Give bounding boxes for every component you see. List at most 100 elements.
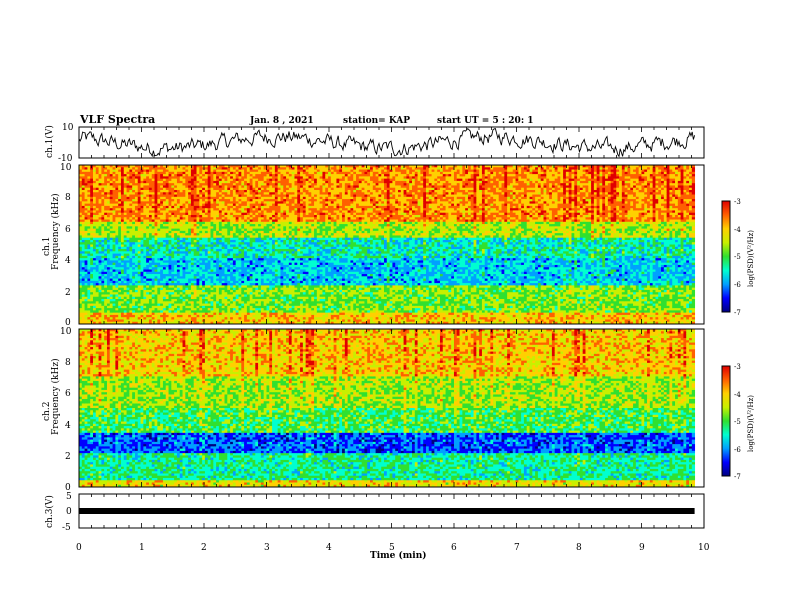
spec1-cell [93,229,96,232]
spec1-cell [160,281,163,284]
spec1-cell [93,235,96,238]
spec1-cell [124,256,127,259]
spec1-cell [152,179,155,182]
spec1-cell [132,258,135,261]
spec1-cell [135,208,138,211]
spec1-cell [87,258,90,261]
spec1-cell [138,301,141,304]
spec1-cell [110,304,113,307]
spec1-cell [115,263,118,266]
spec1-cell [143,238,146,241]
spec1-cell [127,306,130,309]
spec1-cell [115,201,118,204]
spec1-cell [124,274,127,277]
spec1-cell [132,240,135,243]
spec1-cell [107,188,110,191]
spec1-cell [93,256,96,259]
spec1-cell [163,251,166,254]
spec1-cell [141,263,144,266]
spec1-cell [101,247,104,250]
spec1-cell [129,231,132,234]
spec1-cell [82,245,85,248]
spec1-cell [96,260,99,263]
spec1-cell [146,258,149,261]
spec1-cell [113,276,116,279]
spec1-cell [132,276,135,279]
spec1-cell [113,190,116,193]
figure-title: VLF Spectra [79,113,155,126]
spec1-cell [157,258,160,261]
spec1-cell [138,215,141,218]
spec1-cell [143,276,146,279]
spec1-cell [152,315,155,318]
spec1-cell [163,292,166,295]
spec1-cell [104,267,107,270]
spec1-cell [110,167,113,170]
spec1-cell [121,215,124,218]
spec1-cell [110,258,113,261]
spec1-cell [157,235,160,238]
spec1-cell [99,297,102,300]
spec1-cell [110,249,113,252]
spec1-cell [124,281,127,284]
spec1-cell [160,170,163,173]
spec1-cell [87,319,90,322]
spec1-cell [93,260,96,263]
spec1-cell [90,317,93,320]
spec1-cell [146,283,149,286]
spec1-cell [129,279,132,282]
spec1-cell [101,179,104,182]
spec1-cell [118,290,121,293]
spec1-cell [96,222,99,225]
spec1-cell [99,288,102,291]
spec1-cell [93,210,96,213]
spec1-cell [129,272,132,275]
spec1-cell [132,229,135,232]
spec1-cell [132,317,135,320]
spec1-cell [96,226,99,229]
spec1-cell [135,217,138,220]
spec1-cell [160,290,163,293]
spec1-cell [124,208,127,211]
spec1-cell [124,258,127,261]
spec1-cell [138,213,141,216]
spec1-cell [101,208,104,211]
spec1-cell [87,213,90,216]
spec1-cell [99,195,102,198]
spec1-cell [160,254,163,257]
spec1-cell [93,238,96,241]
spec1-cell [115,283,118,286]
spec1-cell [85,176,88,179]
spec1-cell [90,224,93,227]
spec1-cell [96,251,99,254]
spec1-cell [143,185,146,188]
spec1-cell [99,179,102,182]
spec1-cell [104,206,107,209]
spec1-cell [127,215,130,218]
spec1-cell [87,224,90,227]
spec1-cell [113,210,116,213]
spec1-cell [113,310,116,313]
spec1-cell [82,294,85,297]
spec1-cell [152,294,155,297]
spec1-cell [107,181,110,184]
spec1-cell [107,283,110,286]
spec1-cell [152,317,155,320]
spec1-cell [160,267,163,270]
spec1-cell [101,197,104,200]
spec1-cell [113,242,116,245]
spec1-cell [107,222,110,225]
spec1-cell [138,183,141,186]
spec1-cell [155,210,158,213]
spec1-cell [146,242,149,245]
spec1-cell [141,201,144,204]
spec1-cell [149,188,152,191]
spec1-cell [157,206,160,209]
spec1-cell [163,226,166,229]
spec1-cell [127,181,130,184]
spec1-cell [129,260,132,263]
spec1-cell [104,199,107,202]
spec1-cell [138,170,141,173]
spec1-cell [110,269,113,272]
spec1-cell [157,220,160,223]
